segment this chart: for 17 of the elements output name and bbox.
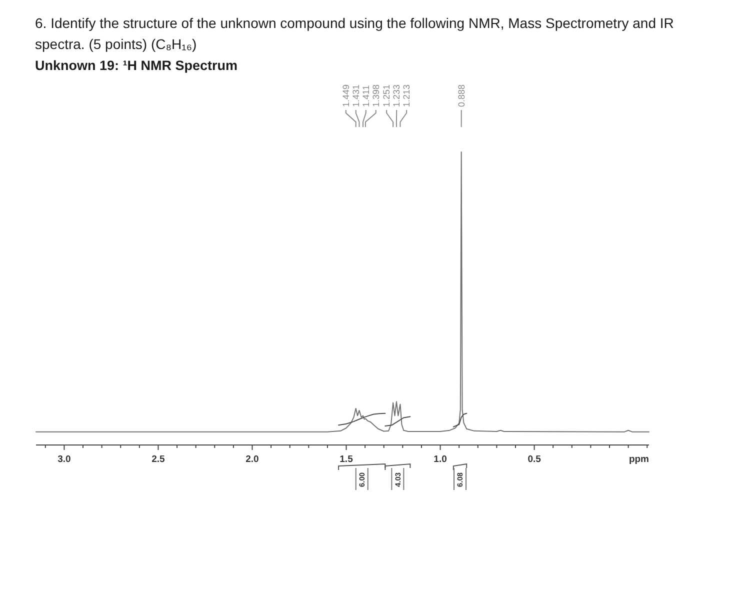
x-tick-label: 1.0 (434, 454, 447, 465)
annotation: 1.251 (382, 84, 392, 107)
x-tick-label: 0.5 (528, 454, 542, 465)
annotation: 1.233 (392, 84, 402, 107)
chart-title: 6. Identify the structure of the unknown compound using the following NMR, Mass Spectrometry and IR spectra. (5 points) (C₈H₁₆) (35, 14, 675, 54)
x-tick-label: 2.5 (152, 454, 166, 465)
x-axis-title: ppm (628, 454, 649, 465)
annotation: 1.213 (402, 84, 412, 107)
annotation: 1.398 (371, 84, 382, 107)
chart-subtitle: Unknown 19: ¹H NMR Spectrum (35, 57, 238, 75)
annotation: 0.888 (456, 84, 466, 107)
x-tick-label: 1.5 (340, 454, 354, 465)
x-tick-label: 3.0 (58, 454, 71, 465)
x-tick-label: 2.0 (246, 454, 259, 465)
annotation: 1.449 (341, 84, 352, 107)
annotation: 1.431 (351, 84, 362, 107)
annotation: 1.411 (361, 85, 372, 107)
